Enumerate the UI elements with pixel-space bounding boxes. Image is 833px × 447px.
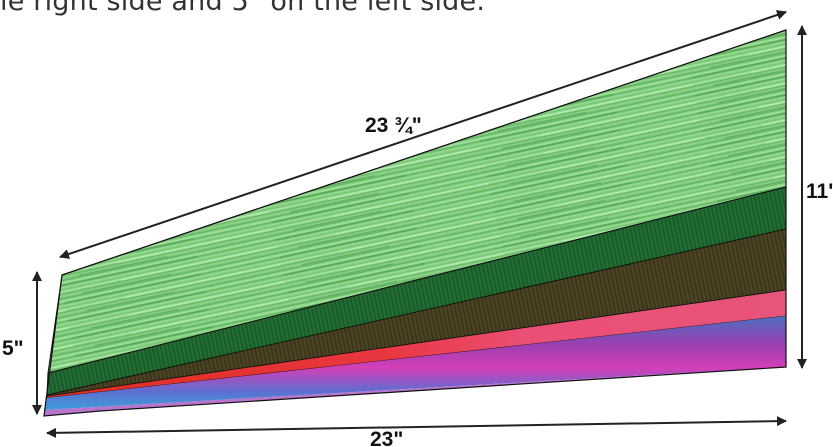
quilt-panel bbox=[43, 29, 787, 417]
bottom-edge-label: 23" bbox=[370, 428, 403, 447]
top-dimension-arrow bbox=[59, 10, 787, 259]
right-edge-label: 11' bbox=[806, 180, 833, 203]
magenta-blue-band bbox=[44, 316, 786, 410]
top-edge-label: 23 ¾" bbox=[365, 114, 422, 137]
bottom-dimension-arrow bbox=[46, 416, 787, 438]
left-edge-label: 5" bbox=[2, 337, 24, 360]
